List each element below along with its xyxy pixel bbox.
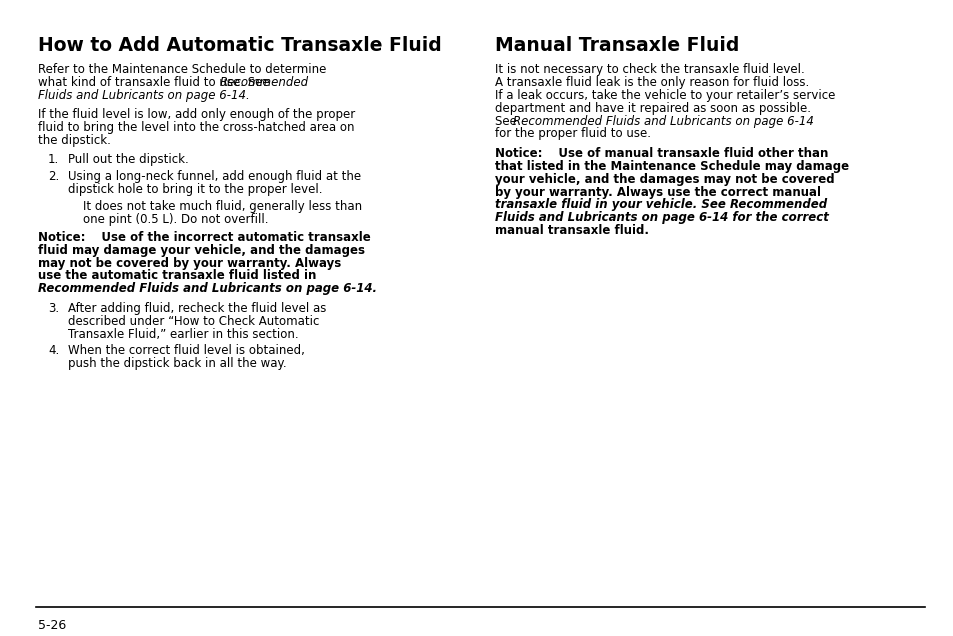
Text: transaxle fluid in your vehicle. See Recommended: transaxle fluid in your vehicle. See Rec… xyxy=(495,198,826,211)
Text: See: See xyxy=(495,114,520,128)
Text: Transaxle Fluid,” earlier in this section.: Transaxle Fluid,” earlier in this sectio… xyxy=(68,328,298,340)
Text: If the fluid level is low, add only enough of the proper: If the fluid level is low, add only enou… xyxy=(38,108,355,121)
Text: 2.: 2. xyxy=(48,170,59,183)
Text: 1.: 1. xyxy=(48,153,59,166)
Text: Recommended Fluids and Lubricants on page 6-14: Recommended Fluids and Lubricants on pag… xyxy=(512,114,813,128)
Text: Recommended Fluids and Lubricants on page 6-14.: Recommended Fluids and Lubricants on pag… xyxy=(38,282,376,295)
Text: the dipstick.: the dipstick. xyxy=(38,134,111,147)
Text: your vehicle, and the damages may not be covered: your vehicle, and the damages may not be… xyxy=(495,172,834,186)
Text: described under “How to Check Automatic: described under “How to Check Automatic xyxy=(68,315,319,328)
Text: what kind of transaxle fluid to use. See: what kind of transaxle fluid to use. See xyxy=(38,76,274,89)
Text: 4.: 4. xyxy=(48,344,59,357)
Text: It does not take much fluid, generally less than: It does not take much fluid, generally l… xyxy=(83,200,362,212)
Text: How to Add Automatic Transaxle Fluid: How to Add Automatic Transaxle Fluid xyxy=(38,36,441,55)
Text: Manual Transaxle Fluid: Manual Transaxle Fluid xyxy=(495,36,739,55)
Text: push the dipstick back in all the way.: push the dipstick back in all the way. xyxy=(68,357,286,370)
Text: one pint (0.5 L). Do not overfill.: one pint (0.5 L). Do not overfill. xyxy=(83,212,268,226)
Text: Refer to the Maintenance Schedule to determine: Refer to the Maintenance Schedule to det… xyxy=(38,63,326,76)
Text: fluid may damage your vehicle, and the damages: fluid may damage your vehicle, and the d… xyxy=(38,244,365,256)
Text: Notice:  Use of the incorrect automatic transaxle: Notice: Use of the incorrect automatic t… xyxy=(38,231,371,244)
Text: Using a long-neck funnel, add enough fluid at the: Using a long-neck funnel, add enough flu… xyxy=(68,170,361,183)
Text: manual transaxle fluid.: manual transaxle fluid. xyxy=(495,225,648,237)
Text: for the proper fluid to use.: for the proper fluid to use. xyxy=(495,127,650,141)
Text: When the correct fluid level is obtained,: When the correct fluid level is obtained… xyxy=(68,344,305,357)
Text: It is not necessary to check the transaxle fluid level.: It is not necessary to check the transax… xyxy=(495,63,804,76)
Text: If a leak occurs, take the vehicle to your retailer’s service: If a leak occurs, take the vehicle to yo… xyxy=(495,89,835,102)
Text: Fluids and Lubricants on page 6-14 for the correct: Fluids and Lubricants on page 6-14 for t… xyxy=(495,211,828,225)
Text: After adding fluid, recheck the fluid level as: After adding fluid, recheck the fluid le… xyxy=(68,301,326,315)
Text: by your warranty. Always use the correct manual: by your warranty. Always use the correct… xyxy=(495,186,821,198)
Text: fluid to bring the level into the cross-hatched area on: fluid to bring the level into the cross-… xyxy=(38,121,355,134)
Text: may not be covered by your warranty. Always: may not be covered by your warranty. Alw… xyxy=(38,256,341,270)
Text: 3.: 3. xyxy=(48,301,59,315)
Text: 5-26: 5-26 xyxy=(38,619,66,632)
Text: department and have it repaired as soon as possible.: department and have it repaired as soon … xyxy=(495,102,810,114)
Text: Notice:  Use of manual transaxle fluid other than: Notice: Use of manual transaxle fluid ot… xyxy=(495,147,827,160)
Text: dipstick hole to bring it to the proper level.: dipstick hole to bring it to the proper … xyxy=(68,183,322,196)
Text: Recommended: Recommended xyxy=(219,76,308,89)
Text: that listed in the Maintenance Schedule may damage: that listed in the Maintenance Schedule … xyxy=(495,160,848,173)
Text: Fluids and Lubricants on page 6-14.: Fluids and Lubricants on page 6-14. xyxy=(38,89,250,102)
Text: A transaxle fluid leak is the only reason for fluid loss.: A transaxle fluid leak is the only reaso… xyxy=(495,76,808,89)
Text: use the automatic transaxle fluid listed in: use the automatic transaxle fluid listed… xyxy=(38,270,316,282)
Text: Pull out the dipstick.: Pull out the dipstick. xyxy=(68,153,189,166)
